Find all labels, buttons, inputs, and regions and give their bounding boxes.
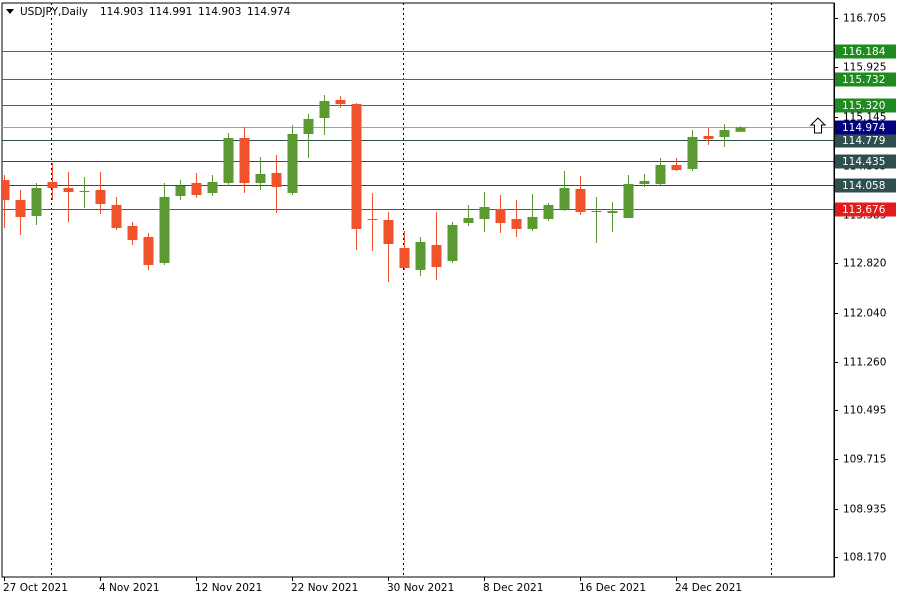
y-tick-label: 116.705 (843, 13, 886, 25)
candle-body (559, 187, 570, 209)
x-tick-label: 8 Dec 2021 (483, 582, 543, 594)
level-label: 114.435 (842, 156, 885, 168)
y-tick-label: 108.935 (843, 504, 886, 516)
candle-body (287, 134, 298, 193)
candle-body (367, 218, 378, 221)
candle-body (495, 208, 506, 223)
level-label-box (835, 44, 896, 59)
x-tick-label: 30 Nov 2021 (387, 582, 454, 594)
candle-body (47, 182, 58, 188)
candle-body (319, 100, 330, 118)
candle-body (671, 165, 682, 171)
y-tick-label: 110.495 (843, 405, 886, 417)
candle-body (607, 210, 618, 214)
header-close: 114.974 (247, 6, 291, 18)
symbol-title: USDJPY,Daily (20, 6, 88, 18)
candle-body (655, 165, 666, 185)
candle-body (63, 187, 74, 192)
level-label: 115.320 (842, 100, 885, 112)
candle-body (719, 129, 730, 137)
level-label: 114.058 (842, 180, 885, 192)
candle-body (511, 218, 522, 229)
x-tick-label: 22 Nov 2021 (291, 582, 358, 594)
candle-body (127, 226, 138, 240)
candles (2, 94, 746, 282)
plot-frame (1, 2, 835, 578)
candle-body (687, 136, 698, 169)
candle-body (335, 99, 346, 105)
candle-body (463, 217, 474, 223)
candle-body (575, 189, 586, 212)
candle-body (191, 183, 202, 196)
candle-body (95, 190, 106, 204)
candle-body (527, 216, 538, 229)
x-tick-label: 24 Dec 2021 (675, 582, 742, 594)
level-label: 113.676 (842, 204, 886, 216)
level-label: 114.779 (842, 135, 885, 147)
candle-body (623, 184, 634, 218)
y-tick-label: 112.040 (843, 308, 886, 320)
level-label-box (835, 154, 896, 169)
candle-body (543, 204, 554, 219)
candle-body (735, 127, 746, 132)
candle-body (111, 204, 122, 228)
candle-body (431, 245, 442, 267)
price-axis: 116.705115.925115.145114.365113.585112.8… (3, 3, 896, 594)
period-separators (51, 3, 772, 577)
level-label-box (835, 133, 896, 148)
candle-body (79, 190, 90, 192)
x-tick-label: 12 Nov 2021 (195, 582, 262, 594)
y-tick-label: 111.260 (843, 357, 886, 369)
x-tick-label: 16 Dec 2021 (579, 582, 646, 594)
candle-body (703, 135, 714, 140)
level-label-box (835, 202, 896, 217)
header-open: 114.903 (100, 6, 143, 18)
candle-body (2, 180, 10, 201)
level-label-box (835, 178, 896, 193)
candle-body (639, 180, 650, 185)
level-label: 114.974 (842, 122, 886, 134)
candle-body (223, 137, 234, 184)
buy-arrow-icon (809, 117, 827, 134)
y-tick-label: 108.170 (843, 552, 886, 564)
y-tick-label: 115.925 (843, 62, 886, 74)
candle-body (143, 236, 154, 265)
level-label-box (835, 72, 896, 87)
candle-body (271, 172, 282, 187)
levels (2, 51, 834, 210)
candle-body (591, 210, 602, 212)
candle-body (255, 173, 266, 184)
candle-body (15, 199, 26, 217)
level-label-box (835, 98, 896, 113)
candle-body (383, 220, 394, 245)
y-tick-label: 109.715 (843, 454, 886, 466)
x-tick-label: 27 Oct 2021 (3, 582, 68, 594)
header-high: 114.991 (149, 6, 192, 18)
candle-body (207, 182, 218, 193)
candle-body (415, 241, 426, 270)
level-label: 115.732 (842, 74, 885, 86)
candle-body (159, 196, 170, 264)
candle-body (303, 118, 314, 135)
x-tick-label: 4 Nov 2021 (99, 582, 160, 594)
candle-body (351, 104, 362, 229)
candle-body (447, 224, 458, 261)
candle-body (31, 187, 42, 216)
menu-triangle[interactable] (6, 9, 14, 14)
candle-body (239, 137, 250, 184)
candle-body (479, 207, 490, 219)
candle-body (399, 247, 410, 268)
y-tick-label: 112.820 (843, 258, 886, 270)
header-low: 114.903 (198, 6, 241, 18)
level-label-box (835, 120, 896, 135)
candle-body (175, 185, 186, 197)
level-label: 116.184 (842, 46, 886, 58)
